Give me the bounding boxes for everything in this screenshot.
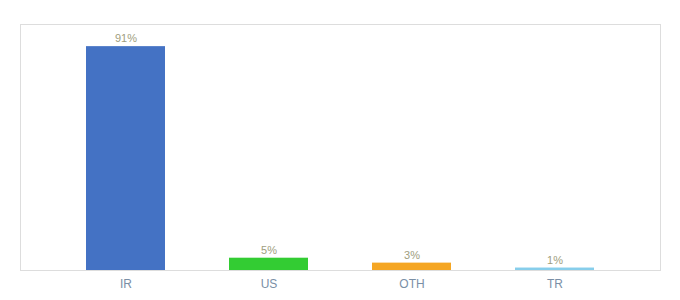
svg-text:91%: 91% (115, 32, 137, 44)
svg-text:US: US (261, 277, 278, 291)
svg-text:OTH: OTH (399, 277, 424, 291)
svg-text:IR: IR (120, 277, 132, 291)
svg-text:1%: 1% (547, 254, 563, 266)
svg-text:TR: TR (547, 277, 563, 291)
svg-text:3%: 3% (404, 249, 420, 261)
svg-text:5%: 5% (261, 244, 277, 256)
